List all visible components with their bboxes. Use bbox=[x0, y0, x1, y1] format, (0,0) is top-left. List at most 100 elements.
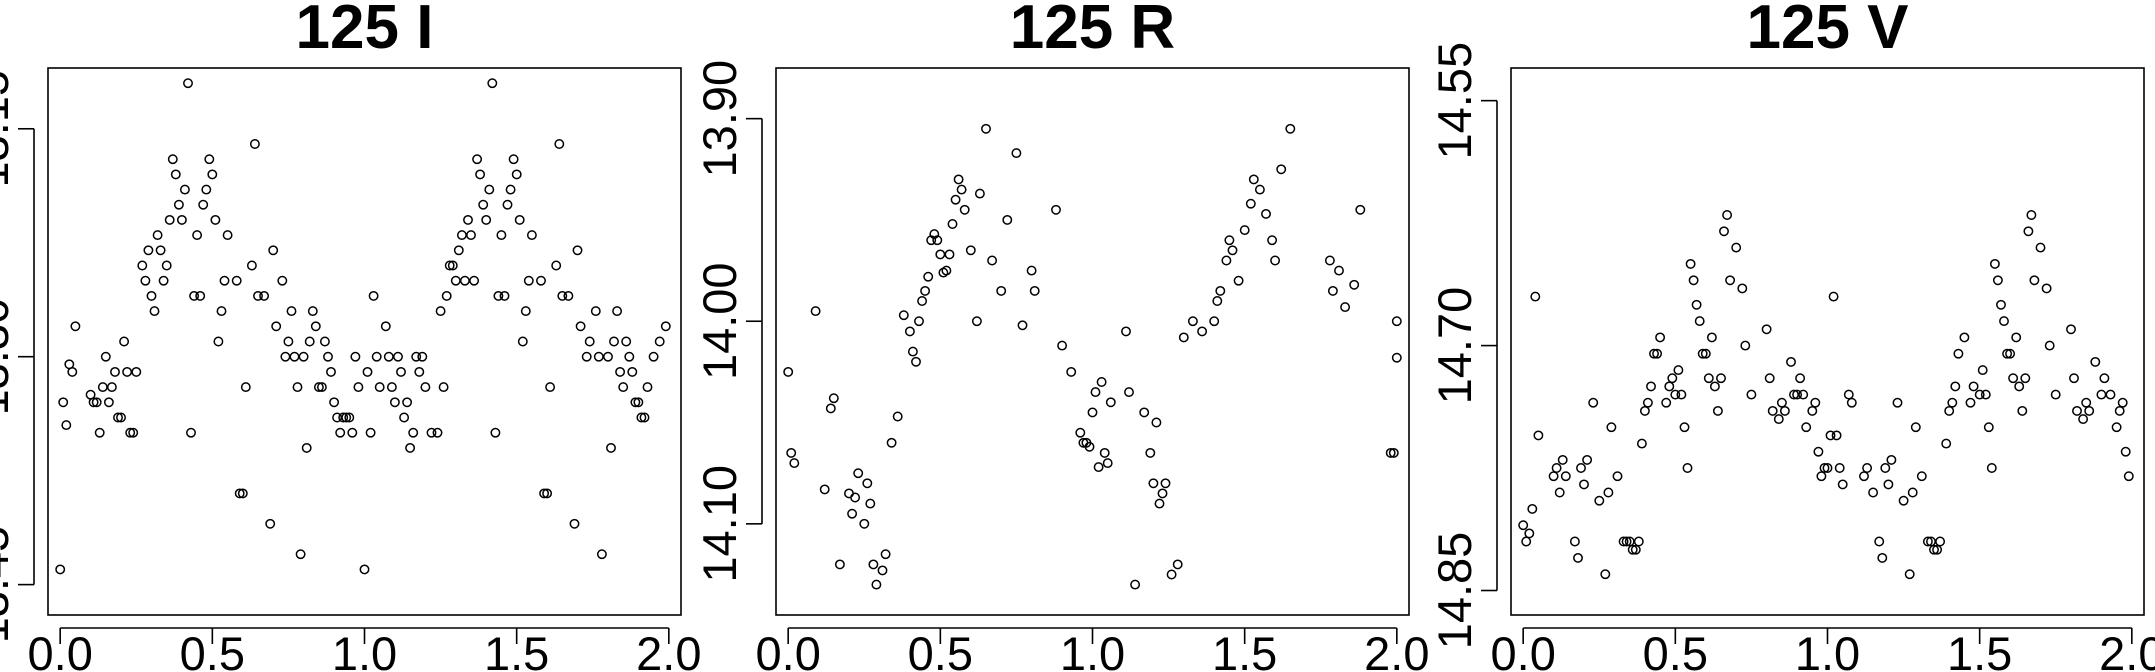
scatter-point bbox=[234, 488, 245, 499]
scatter-point bbox=[517, 336, 528, 347]
scatter-point bbox=[1910, 422, 1921, 433]
scatter-point bbox=[487, 78, 498, 89]
scatter-point bbox=[1886, 454, 1897, 465]
scatter-point bbox=[1776, 397, 1787, 408]
scatter-point bbox=[380, 321, 391, 332]
scatter-point bbox=[195, 290, 206, 301]
scatter-point bbox=[1767, 405, 1778, 416]
scatter-point bbox=[176, 214, 187, 225]
scatter-point bbox=[1145, 447, 1156, 458]
scatter-point bbox=[2078, 414, 2089, 425]
scatter-point bbox=[825, 403, 836, 414]
scatter-point bbox=[904, 326, 915, 337]
scatter-point bbox=[1977, 365, 1988, 376]
scatter-point bbox=[362, 366, 373, 377]
scatter-point bbox=[609, 336, 619, 347]
scatter-point bbox=[323, 351, 333, 362]
scatter-point bbox=[210, 214, 221, 225]
scatter-point bbox=[289, 351, 300, 362]
scatter-point bbox=[1160, 478, 1171, 489]
scatter-point bbox=[1862, 463, 1873, 473]
scatter-point bbox=[122, 366, 133, 377]
scatter-point bbox=[1233, 275, 1244, 286]
scatter-point bbox=[923, 271, 934, 282]
scatter-point bbox=[1267, 235, 1278, 246]
scatter-point bbox=[1825, 430, 1836, 441]
scatter-point bbox=[2050, 389, 2061, 400]
scatter-point bbox=[61, 420, 72, 431]
scatter-point bbox=[2044, 340, 2055, 351]
scatter-point bbox=[1388, 447, 1399, 458]
plot-frame bbox=[775, 67, 1410, 616]
scatter-point bbox=[113, 412, 123, 423]
scatter-point bbox=[572, 245, 583, 256]
scatter-point bbox=[298, 351, 309, 362]
scatter-point bbox=[1999, 316, 2009, 327]
scatter-point bbox=[1932, 544, 1943, 555]
scatter-point bbox=[783, 366, 794, 377]
scatter-point bbox=[539, 488, 550, 499]
scatter-point bbox=[441, 290, 452, 301]
scatter-point bbox=[612, 306, 623, 317]
scatter-point bbox=[1831, 430, 1842, 441]
scatter-point bbox=[140, 275, 151, 286]
scatter-point bbox=[459, 275, 470, 286]
scatter-point bbox=[514, 214, 525, 225]
scatter-point bbox=[1868, 487, 1879, 498]
scatter-point bbox=[365, 427, 376, 438]
scatter-point bbox=[615, 366, 626, 377]
scatter-point bbox=[1813, 446, 1824, 457]
scatter-point bbox=[1212, 296, 1223, 306]
scatter-point bbox=[536, 275, 546, 286]
scatter-point bbox=[557, 290, 568, 301]
scatter-point bbox=[240, 382, 251, 393]
scatter-point bbox=[2041, 283, 2052, 294]
scatter-point bbox=[868, 559, 879, 570]
scatter-point bbox=[496, 230, 507, 241]
scatter-point bbox=[581, 351, 592, 362]
scatter-point bbox=[2011, 332, 2022, 343]
scatter-point bbox=[2084, 405, 2095, 416]
scatter-point bbox=[1530, 291, 1541, 302]
scatter-point bbox=[164, 214, 175, 225]
scatter-point bbox=[886, 437, 897, 448]
scatter-point bbox=[432, 427, 443, 438]
scatter-point bbox=[1819, 463, 1830, 473]
scatter-point bbox=[1877, 552, 1888, 563]
scatter-point bbox=[201, 184, 212, 195]
y-tick-label: 13.30 bbox=[0, 298, 18, 416]
scatter-point bbox=[1606, 422, 1617, 433]
x-tick-label: 0.0 bbox=[28, 627, 93, 672]
scatter-point bbox=[941, 265, 952, 276]
scatter-point bbox=[1630, 544, 1641, 555]
scatter-point bbox=[219, 275, 230, 286]
scatter-point bbox=[1773, 414, 1784, 425]
scatter-point bbox=[1740, 340, 1751, 351]
scatter-point bbox=[1355, 204, 1366, 215]
scatter-point bbox=[554, 139, 565, 149]
scatter-point bbox=[828, 393, 839, 404]
scatter-point bbox=[1011, 148, 1022, 159]
scatter-point bbox=[2069, 373, 2079, 384]
scatter-point bbox=[1148, 478, 1159, 489]
scatter-point bbox=[1324, 255, 1335, 266]
scatter-point bbox=[892, 411, 903, 422]
scatter-point bbox=[853, 468, 864, 479]
scatter-point bbox=[911, 356, 921, 367]
scatter-point bbox=[2005, 348, 2016, 359]
scatter-point bbox=[1166, 569, 1177, 580]
scatter-point bbox=[1828, 291, 1839, 302]
x-tick-label: 2.0 bbox=[636, 627, 701, 672]
scatter-point bbox=[1227, 245, 1238, 256]
scatter-point bbox=[1349, 279, 1360, 290]
scatter-point bbox=[1655, 332, 1666, 343]
scatter-point bbox=[1685, 258, 1696, 269]
scatter-point bbox=[1837, 479, 1848, 490]
scatter-point bbox=[621, 336, 632, 347]
scatter-point bbox=[618, 382, 629, 393]
scatter-point bbox=[301, 442, 312, 453]
scatter-point bbox=[932, 235, 943, 246]
scatter-point bbox=[2096, 389, 2107, 400]
scatter-point bbox=[2014, 381, 2025, 392]
scatter-point bbox=[1254, 184, 1265, 195]
